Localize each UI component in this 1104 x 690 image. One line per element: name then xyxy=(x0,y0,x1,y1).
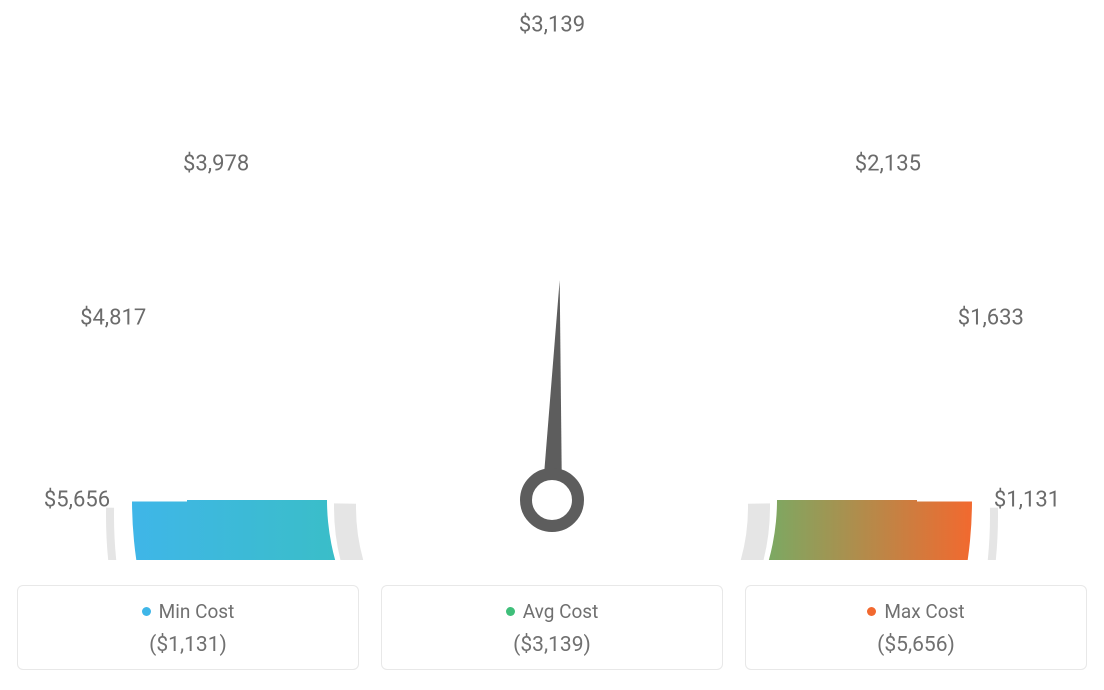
gauge-label: $1,131 xyxy=(994,488,1060,513)
legend-dot-min xyxy=(142,607,151,616)
legend-value-avg: ($3,139) xyxy=(392,633,712,657)
legend-dot-avg xyxy=(506,607,515,616)
legend-card-max: Max Cost ($5,656) xyxy=(745,585,1087,670)
gauge-svg xyxy=(0,0,1104,560)
gauge-label: $3,139 xyxy=(519,13,585,38)
legend-value-max: ($5,656) xyxy=(756,633,1076,657)
gauge-label: $1,633 xyxy=(958,306,1024,331)
gauge-label: $4,817 xyxy=(80,306,146,331)
legend-title-min: Min Cost xyxy=(159,600,235,623)
gauge-label: $5,656 xyxy=(44,488,110,513)
legend-title-avg: Avg Cost xyxy=(523,600,599,623)
legend-row: Min Cost ($1,131) Avg Cost ($3,139) Max … xyxy=(0,585,1104,670)
legend-card-min: Min Cost ($1,131) xyxy=(17,585,359,670)
cost-gauge-widget: $1,131 $1,633 $2,135 $3,139 $3,978 $4,817 $5,6… xyxy=(0,0,1104,690)
legend-value-min: ($1,131) xyxy=(28,633,348,657)
gauge-chart: $1,131 $1,633 $2,135 $3,139 $3,978 $4,817 $5,6… xyxy=(0,0,1104,560)
legend-title-max: Max Cost xyxy=(884,600,964,623)
gauge-label: $2,135 xyxy=(855,152,921,177)
legend-dot-max xyxy=(867,607,876,616)
legend-card-avg: Avg Cost ($3,139) xyxy=(381,585,723,670)
gauge-label: $3,978 xyxy=(183,152,249,177)
